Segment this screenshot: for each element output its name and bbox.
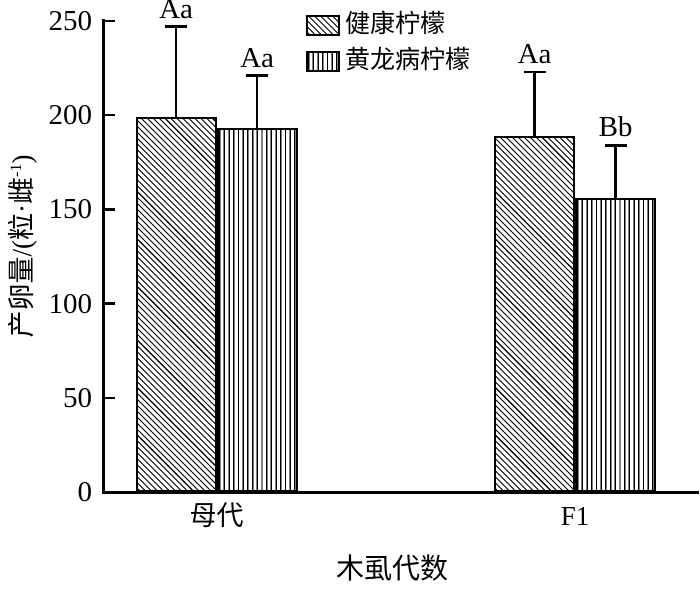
significance-label: Aa [159,0,193,25]
legend-item-label: 健康柠檬 [345,11,446,38]
y-tick-label: 0 [77,476,93,508]
error-bar-line [174,26,178,118]
y-tick-label: 50 [63,381,92,414]
x-axis-line [101,490,699,494]
y-tick-label: 150 [48,193,93,226]
diagonal-hatch-swatch [306,14,340,36]
legend: 健康柠檬 黄龙病柠檬 [306,12,470,84]
y-axis-title: 产卵量/(粒·雌-1) [2,154,37,338]
error-bar-line [614,145,617,199]
y-axis-title-text: 产卵量/(粒·雌 [7,177,37,338]
legend-item-label: 黄龙病柠檬 [345,47,471,74]
y-tick-mark [103,396,115,400]
error-bar-cap [604,144,627,147]
y-tick-mark [103,490,115,494]
bar-F1-健康柠檬 [494,135,575,492]
vertical-hatch-swatch [306,50,340,72]
error-bar-cap [246,74,268,77]
y-axis-line [101,19,105,494]
y-axis-title-close: ) [7,154,37,164]
error-bar-line [255,75,259,129]
y-axis-title-superscript: -1 [7,163,25,177]
error-bar-cap [523,70,546,74]
significance-label: Aa [240,41,274,74]
y-tick-mark [103,302,115,305]
y-tick-label: 100 [48,287,93,320]
y-tick-label: 250 [48,5,93,37]
category-label-F1: F1 [560,501,590,531]
y-tick-mark [103,113,115,117]
legend-item: 黄龙病柠檬 [306,48,470,74]
error-bar-cap [165,25,187,28]
category-label-母代: 母代 [189,501,244,531]
bar-F1-黄龙病柠檬 [575,198,656,492]
y-tick-mark [103,19,115,23]
error-bar-line [533,71,536,136]
significance-label: Bb [598,111,633,144]
bar-母代-黄龙病柠檬 [216,128,298,492]
legend-item: 健康柠檬 [306,12,470,38]
y-tick-label: 200 [48,99,93,132]
x-axis-title: 木虱代数 [335,554,449,585]
y-tick-mark [103,208,115,211]
significance-label: Aa [517,37,552,70]
bar-母代-健康柠檬 [135,117,217,492]
